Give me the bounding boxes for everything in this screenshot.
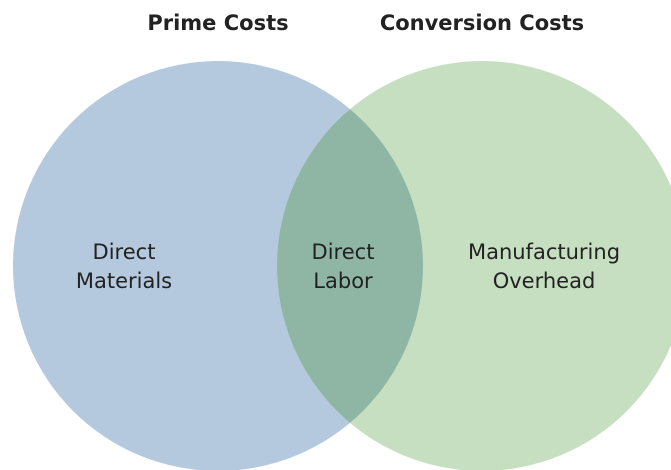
set-title: Prime Costs xyxy=(147,11,288,35)
set-label: Overhead xyxy=(493,269,596,293)
overlap-region xyxy=(277,61,423,470)
intersection-label: Labor xyxy=(313,269,373,293)
intersection-label: Direct xyxy=(312,240,375,264)
set-title: Conversion Costs xyxy=(380,11,584,35)
set-label: Materials xyxy=(76,269,172,293)
set-label: Manufacturing xyxy=(468,240,620,264)
set-label: Direct xyxy=(93,240,156,264)
